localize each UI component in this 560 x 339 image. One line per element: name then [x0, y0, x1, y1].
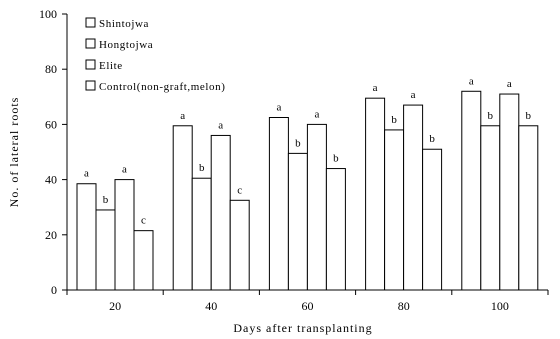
bar-significance-letter: b [103, 194, 109, 206]
x-tick-label: 80 [398, 299, 410, 313]
chart-bars: a b a c a b a c a b a b a b a b a b a b [76, 75, 539, 291]
bar-significance-letter: a [122, 164, 127, 176]
y-tick-label: 60 [45, 117, 57, 131]
y-tick-label: 80 [45, 62, 57, 76]
bar-significance-letter: a [84, 168, 89, 180]
bar [191, 177, 212, 291]
bar [133, 230, 154, 291]
bar [210, 134, 231, 291]
legend-swatch [85, 80, 96, 91]
bar-significance-letter: b [526, 110, 532, 122]
bar [518, 125, 539, 291]
legend-label: Elite [99, 60, 123, 72]
x-tick-label: 40 [205, 299, 217, 313]
bar [384, 129, 405, 291]
bar [229, 199, 250, 291]
bar-significance-letter: c [141, 215, 146, 227]
bar [268, 117, 289, 291]
bar [480, 125, 501, 291]
bar [461, 90, 482, 291]
bar-significance-letter: a [218, 119, 223, 131]
bar-significance-letter: a [411, 89, 416, 101]
bar [365, 97, 386, 291]
bar-significance-letter: a [507, 78, 512, 90]
y-tick-label: 40 [45, 173, 57, 187]
bar [499, 93, 520, 291]
bar [95, 209, 116, 291]
legend-swatch [85, 17, 96, 28]
y-axis-title: No. of lateral roots [7, 97, 21, 208]
legend-label: Control(non-graft,melon) [99, 81, 226, 93]
chart-axes: 0 20 40 60 80 100 20 40 60 80 100 [39, 7, 549, 313]
bar [403, 104, 424, 291]
x-tick-label: 20 [109, 299, 121, 313]
bar-significance-letter: a [373, 82, 378, 94]
bar [287, 152, 308, 291]
x-tick-label: 100 [491, 299, 509, 313]
chart-legend: Shintojwa Hongtojwa Elite Control(non-graft… [85, 17, 226, 93]
bar [172, 125, 193, 291]
y-tick-label: 0 [51, 283, 57, 297]
bar [114, 179, 135, 291]
legend-label: Shintojwa [99, 18, 149, 30]
bar-significance-letter: b [391, 114, 397, 126]
bar [422, 148, 443, 291]
bar [325, 168, 346, 291]
bar-significance-letter: b [295, 137, 301, 149]
x-axis-title: Days after transplanting [233, 321, 372, 335]
x-tick-label: 60 [302, 299, 314, 313]
bar-significance-letter: a [276, 102, 281, 114]
bar-significance-letter: c [237, 184, 242, 196]
y-tick-label: 100 [39, 7, 57, 21]
bar-significance-letter: a [469, 75, 474, 87]
bar [306, 123, 327, 291]
y-tick-label: 20 [45, 228, 57, 242]
bar-significance-letter: b [429, 133, 435, 145]
bar-significance-letter: b [488, 110, 494, 122]
bar-significance-letter: a [180, 110, 185, 122]
bar-significance-letter: b [333, 153, 339, 165]
bar-significance-letter: a [314, 108, 319, 120]
bar-significance-letter: b [199, 162, 205, 174]
bar [76, 183, 97, 291]
legend-swatch [85, 59, 96, 70]
legend-swatch [85, 38, 96, 49]
legend-label: Hongtojwa [99, 39, 153, 51]
